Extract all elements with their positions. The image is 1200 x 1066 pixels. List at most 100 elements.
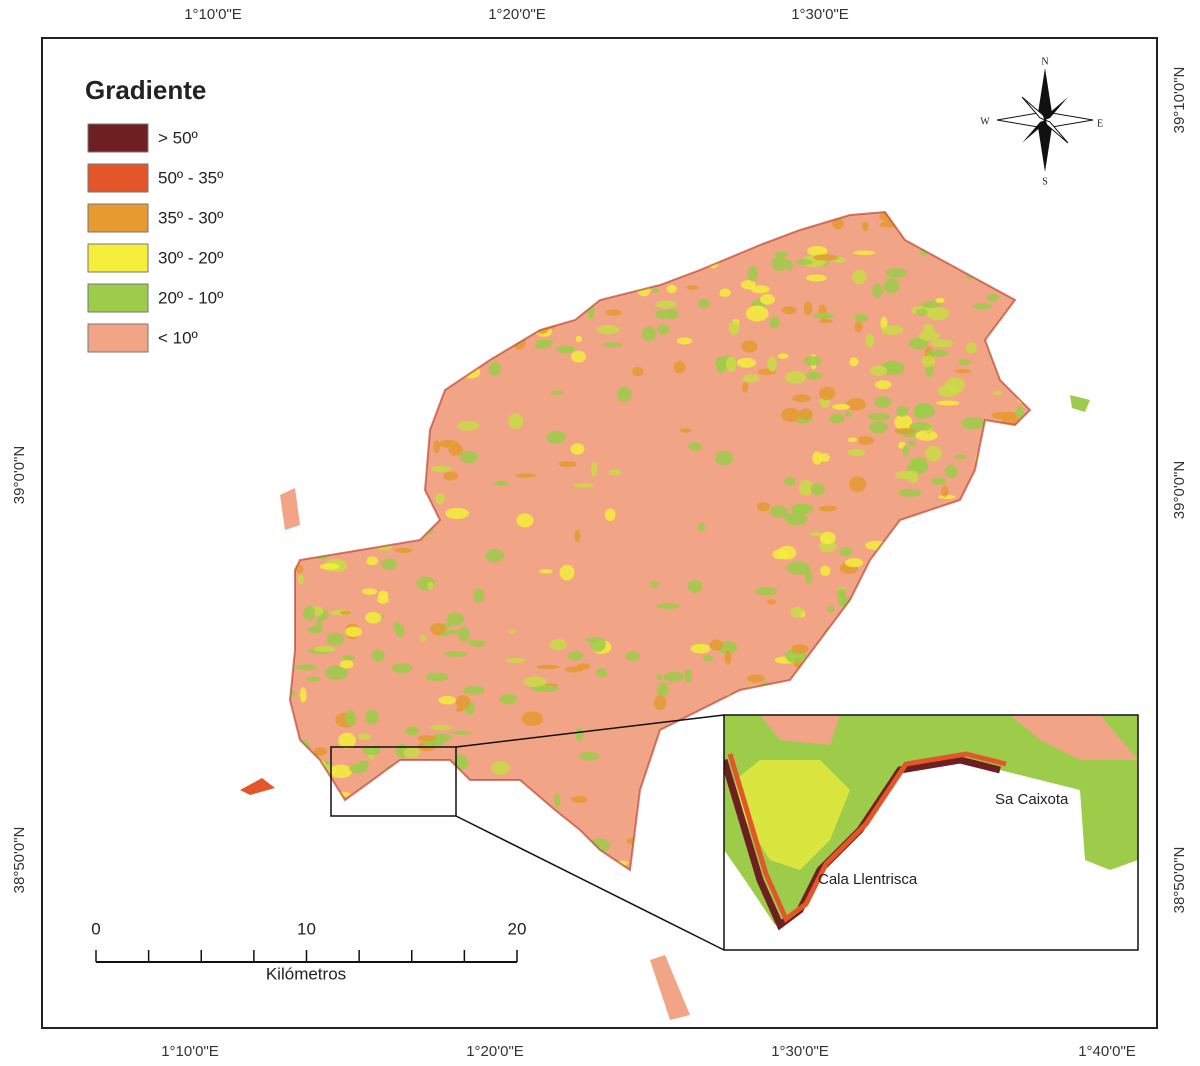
terrain-patch [740,279,756,290]
terrain-patch [930,339,954,348]
place-label: Sa Caixota [995,791,1069,808]
terrain-patch [858,436,875,445]
terrain-patch [471,640,487,647]
compass-arm [1038,120,1052,172]
terrain-patch [725,356,737,372]
terrain-patch [366,556,379,566]
terrain-patch [344,710,357,727]
terrain-patch [915,308,928,317]
islet [650,955,690,1020]
legend-swatch [87,203,149,233]
terrain-patch [295,564,304,574]
terrain-patch [921,300,941,309]
terrain-patch [365,709,379,725]
compass-e: E [1097,118,1103,129]
terrain-patch [313,750,323,757]
terrain-patch [433,440,441,454]
terrain-patch [430,465,452,473]
terrain-patch [608,469,622,476]
terrain-patch [361,588,378,595]
terrain-patch [812,451,823,465]
islet [280,488,300,530]
inset-slope [735,760,850,870]
terrain-patch [679,428,692,433]
terrain-patch [656,602,680,609]
terrain-patch [459,450,479,464]
terrain-patch [515,473,536,478]
terrain-patch [907,440,916,447]
terrain-patch [684,668,693,684]
terrain-patch [829,413,845,424]
terrain-patch [523,676,547,688]
terrain-patch [365,611,382,624]
terrain-patch [344,626,363,638]
terrain-patch [756,502,770,512]
terrain-patch [349,763,367,774]
scale-bar: Kilómetros 0 10 20 [91,919,526,983]
terrain-patch [736,357,757,368]
terrain-patch [769,316,780,329]
terrain-patch [960,417,985,430]
zoom-connector [455,714,725,748]
terrain-patch [845,558,864,568]
terrain-patch [425,672,449,682]
terrain-patch [846,398,866,411]
terrain-patch [755,586,778,596]
terrain-patch [462,685,485,695]
terrain-patch [575,727,584,742]
terrain-patch [687,442,703,451]
terrain-patch [509,629,516,634]
terrain-patch [657,324,670,335]
terrain-patch [809,532,823,537]
terrain-patch [869,421,888,434]
terrain-patch [656,673,663,681]
terrain-patch [759,294,775,305]
terrain-patch [305,676,321,682]
terrain-patch [926,349,949,357]
terrain-patch [394,547,413,554]
terrain-patch [338,732,356,749]
compass-n: N [1041,56,1048,67]
left-coord: 39°0'0"N [11,446,28,504]
terrain-patch [849,476,867,493]
legend-label: 30º - 20º [158,248,223,267]
terrain-patch [832,218,845,230]
terrain-patch [728,320,740,335]
terrain-patch [847,448,866,457]
terrain-patch [936,400,960,406]
terrain-patch [445,507,470,520]
inset-cliff [727,751,1007,923]
terrain-patch [550,390,564,395]
terrain-patch [653,695,667,711]
terrain-patch [750,285,770,294]
terrain-patch [673,361,686,374]
terrain-patch [316,616,323,631]
terrain-patch [820,565,831,577]
terrain-patch [719,288,731,297]
terrain-patch [944,464,958,479]
terrain-patch [450,730,473,735]
bottom-coord: 1°30'0"E [771,1043,829,1060]
terrain-patch [427,581,434,590]
terrain-patch [931,477,947,485]
terrain-patch [714,450,734,466]
terrain-patch [880,316,888,330]
terrain-patch [457,421,480,431]
terrain-patch [867,413,891,421]
terrain-patch [585,637,600,642]
terrain-patch [656,682,669,697]
terrain-patch [784,511,808,526]
terrain-patch [804,570,813,585]
terrain-patch [655,300,677,309]
terrain-patch [549,639,567,651]
terrain-patch [302,605,316,621]
scale-tick-label: 0 [91,919,100,938]
top-coord: 1°10'0"E [184,6,242,23]
terrain-patch [446,612,464,627]
terrain-patch [491,761,510,775]
terrain-patch [902,445,910,457]
coordinates: 1°10'0"E 1°20'0"E 1°30'0"E 1°10'0"E 1°20'0"E… [11,6,1188,1060]
terrain-patch [326,632,345,646]
terrain-patch [784,476,796,486]
terrain-patch [915,430,938,441]
